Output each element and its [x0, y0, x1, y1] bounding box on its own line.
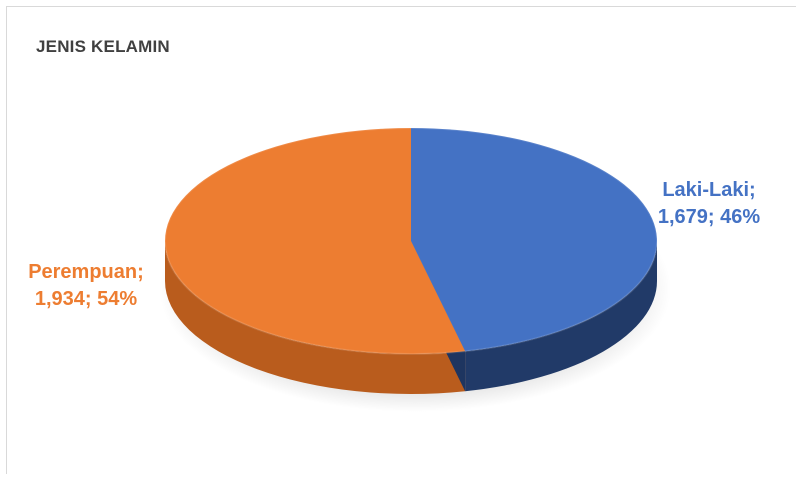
slice-label-value: 1,934; 54% — [34, 288, 138, 310]
chart-title: JENIS KELAMIN — [36, 37, 170, 56]
pie-slice-laki-laki — [411, 128, 658, 352]
pie-slice-perempuan — [165, 128, 466, 354]
slice-label-laki-laki: Laki-Laki; 1,679; 46% — [626, 177, 792, 231]
slice-label-perempuan: Perempuan; 1,934; 54% — [6, 259, 166, 313]
chart-frame — [6, 6, 796, 474]
pie-slice-side — [165, 241, 466, 394]
pie-slice-side — [465, 241, 657, 392]
slice-label-value: 1,679; 46% — [657, 206, 761, 228]
pie-rim — [164, 127, 658, 355]
slice-label-name: Laki-Laki — [662, 179, 750, 201]
slice-label-name: Perempuan — [28, 261, 138, 283]
